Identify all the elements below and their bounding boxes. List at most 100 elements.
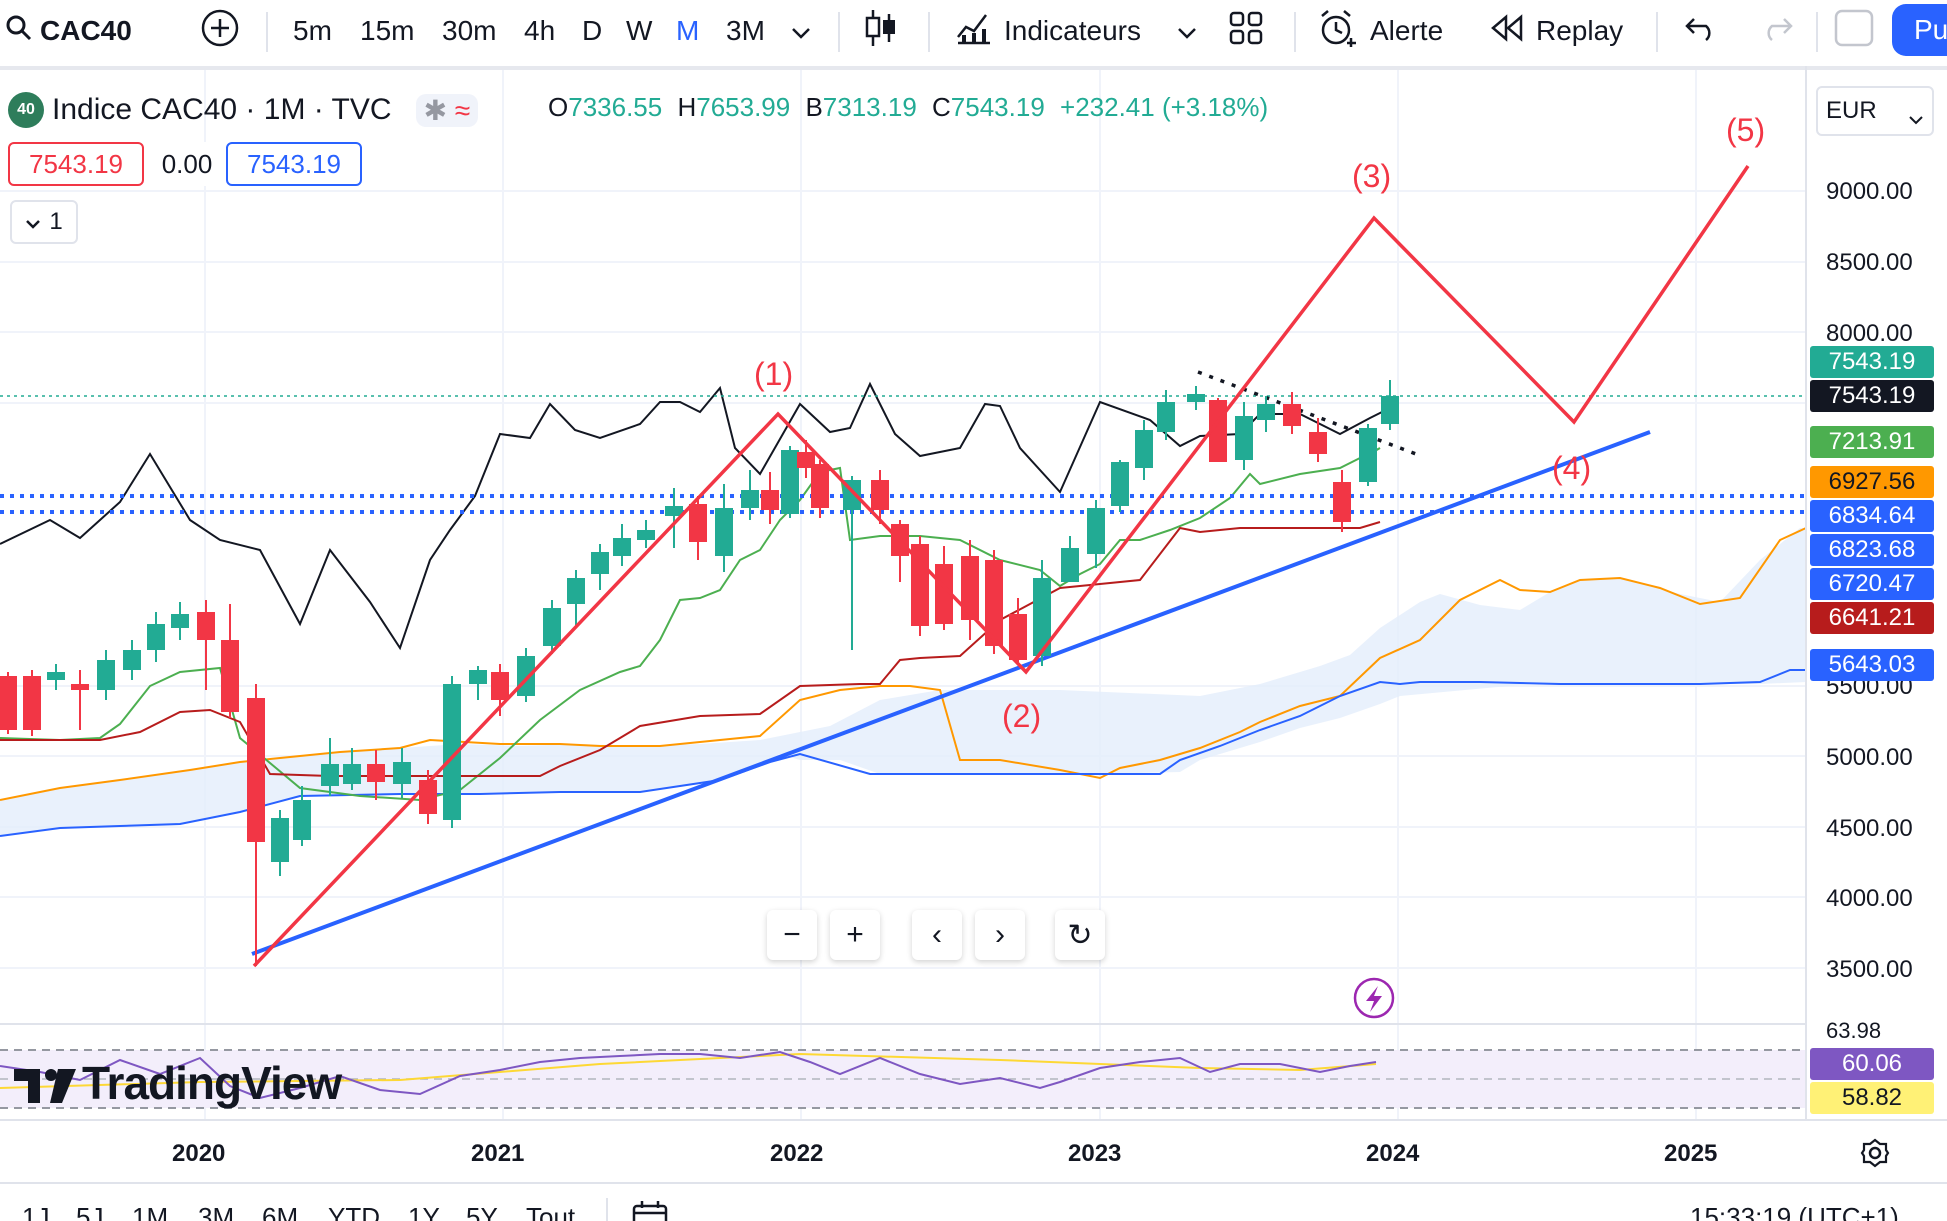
lightning-icon[interactable] [1353,977,1395,1019]
symbol-badge: 40 [8,92,44,128]
symbol-label: CAC40 [40,15,132,46]
chevron-right-icon: › [995,918,1005,951]
interval-30m[interactable]: 30m [442,15,497,46]
chevron-left-icon: ‹ [932,918,942,951]
price-axis-label: 8000.00 [1826,320,1913,347]
grid-layout-icon [1228,10,1264,53]
candle-body [665,506,683,516]
chevron-down-icon [1176,15,1198,47]
interval-d[interactable]: D [582,15,603,46]
range-1y[interactable]: 1Y [408,1202,440,1221]
indicators-dropdown[interactable] [1176,0,1198,62]
scroll-right-button[interactable]: › [975,910,1025,960]
candle-body [171,614,189,628]
redo-button[interactable] [1760,0,1794,62]
interval-4h[interactable]: 4h [524,15,556,46]
candle-body [811,464,829,508]
candle-body [1235,416,1253,460]
interval-15m[interactable]: 15m [360,15,415,46]
range-1m[interactable]: 1M [132,1202,169,1221]
chart-line-icon [956,11,992,52]
senkou-a-line [0,527,1807,801]
price-tag-senkou-a: 6927.56 [1810,466,1934,498]
candle-body [393,762,411,784]
time-axis-label: 2020 [172,1140,226,1167]
candle-body [1257,404,1275,420]
candle-body [247,698,265,842]
price-axis-label: 4500.00 [1826,815,1913,842]
candle-body [781,450,799,514]
compare-button[interactable] [200,0,240,62]
toolbar-divider [1816,12,1818,52]
range-all[interactable]: Tout [526,1202,576,1221]
clock-readout[interactable]: 15:33:19 (UTC+1) [1690,1202,1899,1221]
chevron-down-icon [1908,104,1924,132]
layout-button[interactable] [1228,0,1264,62]
close-key: C [932,92,951,122]
wave-label-2: (2) [1002,698,1042,734]
undo-button[interactable] [1684,0,1718,62]
candle-body [97,660,115,690]
range-5d[interactable]: 5J [76,1202,104,1221]
range-ytd[interactable]: YTD [328,1202,380,1221]
interval-5m[interactable]: 5m [293,15,332,46]
plus-icon: + [846,918,864,951]
legend-settings-chip[interactable]: ✱ ≈ [415,93,479,127]
scroll-left-button[interactable]: ‹ [912,910,962,960]
tradingview-logo-text: TradingView [82,1057,342,1109]
candle-body [293,800,311,840]
candles-group [0,380,1399,966]
currency-select[interactable]: EUR [1816,86,1934,136]
candle-body [715,508,733,556]
rsi-ma-tag: 58.82 [1810,1082,1934,1114]
time-axis-label: 2023 [1068,1140,1122,1167]
buy-price-box[interactable]: 7543.19 [226,142,362,186]
fullscreen-button[interactable] [1834,0,1874,62]
range-1d[interactable]: 1J [22,1202,50,1221]
range-3m[interactable]: 3M [198,1202,235,1221]
candle-body [1309,432,1327,454]
replay-button[interactable]: Replay [1490,0,1623,62]
indicators-button[interactable]: Indicateurs [956,0,1141,62]
price-tag-kijun: 6641.21 [1810,602,1934,634]
toolbar-divider [1656,12,1658,52]
symbol-search[interactable]: CAC40 [6,0,132,62]
candle-body [147,624,165,650]
close-value: 7543.19 [950,92,1045,122]
reset-chart-button[interactable]: ↻ [1055,910,1105,960]
rewind-icon [1490,13,1524,49]
open-value: 7336.55 [568,92,663,122]
interval-w[interactable]: W [626,15,653,46]
axis-settings-button[interactable] [1860,1138,1890,1173]
candle-body [1009,614,1027,660]
range-6m[interactable]: 6M [262,1202,299,1221]
publish-button[interactable]: Pu [1892,4,1947,56]
undo-icon [1684,15,1718,48]
calendar-icon[interactable] [632,1200,668,1221]
collapse-legend-button[interactable]: 1 [10,200,78,244]
interval-m[interactable]: M [676,15,700,46]
time-axis-label: 2024 [1366,1140,1420,1167]
collapse-count: 1 [49,208,63,235]
interval-dropdown[interactable] [790,0,812,62]
sell-price-box[interactable]: 7543.19 [8,142,144,186]
candle-body [935,564,953,624]
tradingview-logo-icon [14,1060,76,1114]
candle-body [343,764,361,784]
price-tag-tenkan: 7213.91 [1810,426,1934,458]
series-legend[interactable]: 40 Indice CAC40 · 1M · TVC ✱ ≈ [8,88,479,132]
chart-type-button[interactable] [864,0,898,62]
candle-body [1033,578,1051,656]
zoom-in-button[interactable]: + [830,910,880,960]
publish-label: Pu [1914,14,1947,45]
rsi-tag: 60.06 [1810,1048,1934,1080]
candle-body [1157,402,1175,432]
range-5y[interactable]: 5Y [466,1202,498,1221]
interval-3m[interactable]: 3M [726,15,765,46]
candle-body [961,556,979,620]
candle-body [1359,428,1377,482]
alert-button[interactable]: Alerte [1318,0,1443,62]
zoom-out-button[interactable]: − [767,910,817,960]
rsi-line [0,1050,1377,1100]
